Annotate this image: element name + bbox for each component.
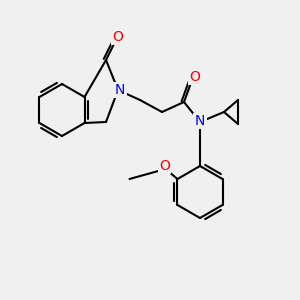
Text: O: O: [112, 30, 123, 44]
Text: N: N: [115, 83, 125, 97]
Text: O: O: [190, 70, 200, 84]
Text: O: O: [159, 159, 170, 173]
Text: N: N: [195, 114, 205, 128]
